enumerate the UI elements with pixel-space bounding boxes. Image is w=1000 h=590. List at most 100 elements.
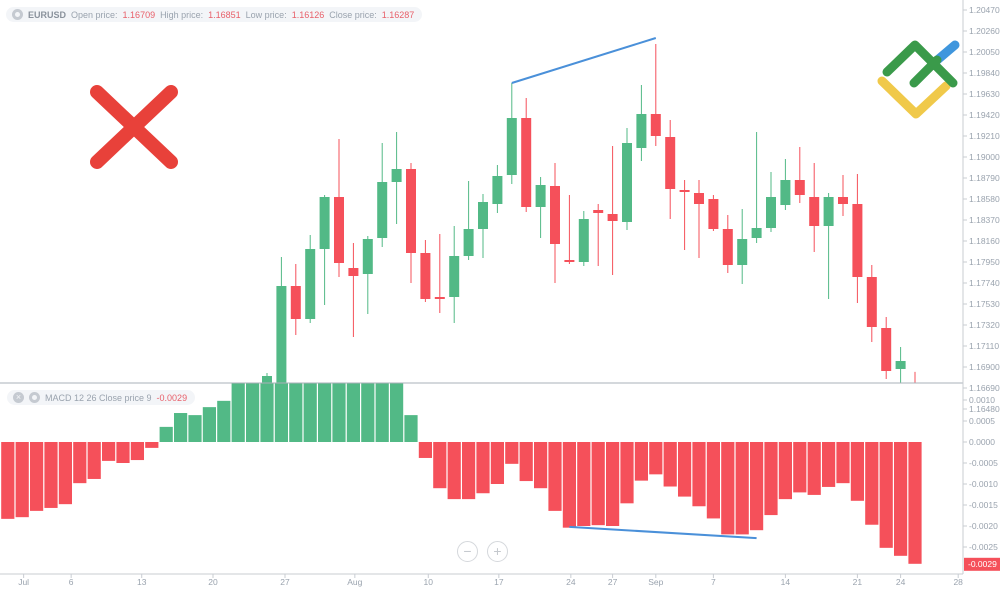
macd-legend: × MACD 12 26 Close price 9 -0.0029 — [7, 390, 196, 405]
gear-icon[interactable] — [12, 9, 23, 20]
y-tick-label: 1.20470 — [969, 5, 1000, 15]
macd-bar — [418, 442, 432, 458]
brand-logo — [877, 40, 960, 119]
candle-body — [550, 186, 560, 244]
x-tick-label: 28 — [953, 577, 963, 587]
macd-bar — [58, 442, 72, 505]
close-icon[interactable]: × — [13, 392, 24, 403]
zoom-in-button[interactable]: + — [487, 541, 508, 562]
y-tick-label: 1.16480 — [969, 404, 1000, 414]
candle-body — [564, 260, 575, 262]
last-value-label: -0.0029 — [968, 559, 997, 569]
candle-body — [694, 193, 704, 204]
candle-body — [708, 199, 719, 229]
macd-bar — [706, 442, 720, 519]
red-x-icon — [90, 85, 178, 169]
candle-body — [506, 118, 517, 175]
macd-pane — [1, 383, 922, 564]
macd-bar — [159, 426, 173, 442]
y-tick-label: 1.19630 — [969, 89, 1000, 99]
x-tick-label: 17 — [494, 577, 504, 587]
macd-bar — [404, 415, 418, 442]
macd-bar — [894, 442, 908, 556]
y-tick-label: -0.0025 — [969, 542, 998, 552]
candle-body — [737, 239, 748, 265]
macd-bar — [102, 442, 116, 461]
price-legend: EURUSD Open price: 1.16709 High price: 1.1… — [6, 7, 423, 22]
macd-bar — [231, 383, 245, 442]
x-tick-label: 10 — [424, 577, 434, 587]
candle-body — [334, 197, 344, 263]
x-tick-label: 13 — [137, 577, 147, 587]
gear-icon[interactable] — [29, 392, 40, 403]
candle-body — [823, 197, 834, 226]
macd-bar — [346, 383, 360, 442]
macd-bar — [174, 413, 188, 442]
candle-body — [636, 114, 647, 148]
y-tick-label: 1.18370 — [969, 215, 1000, 225]
x-tick-label: Sep — [648, 577, 663, 587]
close-value: 1.16287 — [381, 9, 415, 20]
macd-bar — [505, 442, 519, 464]
candle-body — [406, 169, 416, 253]
candle-body — [794, 180, 805, 195]
symbol-label: EURUSD — [28, 9, 67, 20]
y-tick-label: 0.0005 — [969, 416, 995, 426]
y-tick-label: 1.16900 — [969, 362, 1000, 372]
y-tick-label: 1.19840 — [969, 68, 1000, 78]
macd-bar — [908, 442, 922, 564]
candle-body — [535, 185, 546, 207]
y-tick-label: 1.19210 — [969, 131, 1000, 141]
macd-bar — [490, 442, 504, 484]
macd-bar — [217, 400, 231, 442]
macd-bar — [87, 442, 101, 479]
candle-body — [420, 253, 431, 299]
candle-body — [722, 229, 733, 265]
candle-body — [434, 297, 445, 299]
macd-bar — [634, 442, 648, 481]
y-tick-label: 1.18790 — [969, 173, 1000, 183]
macd-bar — [721, 442, 735, 535]
macd-bar — [447, 442, 461, 500]
candle-body — [276, 286, 287, 383]
candle-body — [665, 137, 676, 189]
y-tick-label: 0.0010 — [969, 395, 995, 405]
y-tick-label: 1.17740 — [969, 278, 1000, 288]
open-value: 1.16709 — [122, 9, 156, 20]
macd-bar — [562, 442, 576, 528]
macd-bar — [375, 383, 389, 442]
candle-body — [593, 210, 604, 213]
candle-body — [780, 180, 791, 205]
y-tick-label: 1.19000 — [969, 152, 1000, 162]
candle-body — [262, 376, 272, 383]
y-tick-label: 1.18580 — [969, 194, 1000, 204]
macd-bar — [649, 442, 663, 475]
macd-bar — [145, 442, 159, 448]
macd-bar — [750, 442, 764, 531]
x-tick-label: 20 — [208, 577, 218, 587]
candle-body — [607, 214, 618, 221]
x-tick-label: 27 — [608, 577, 618, 587]
zoom-out-button[interactable]: − — [457, 541, 478, 562]
x-tick-label: Aug — [347, 577, 362, 587]
macd-bar — [246, 383, 260, 442]
candle-body — [622, 143, 632, 222]
macd-bar — [390, 383, 404, 442]
macd-bar — [332, 383, 346, 442]
candle-body — [362, 239, 373, 274]
macd-bar — [591, 442, 605, 526]
y-tick-label: 1.17950 — [969, 257, 1000, 267]
macd-bar — [836, 442, 850, 484]
x-tick-label: 24 — [896, 577, 906, 587]
candle-body — [679, 190, 690, 192]
macd-bar — [620, 442, 634, 504]
macd-bar — [865, 442, 879, 525]
macd-bar — [318, 383, 332, 442]
x-tick-label: 6 — [69, 577, 74, 587]
last-value-badge — [964, 557, 1000, 571]
x-tick-label: Jul — [18, 577, 29, 587]
candle-body — [751, 228, 762, 238]
y-tick-label: 1.16690 — [969, 383, 1000, 393]
high-label: High price: — [160, 9, 204, 20]
